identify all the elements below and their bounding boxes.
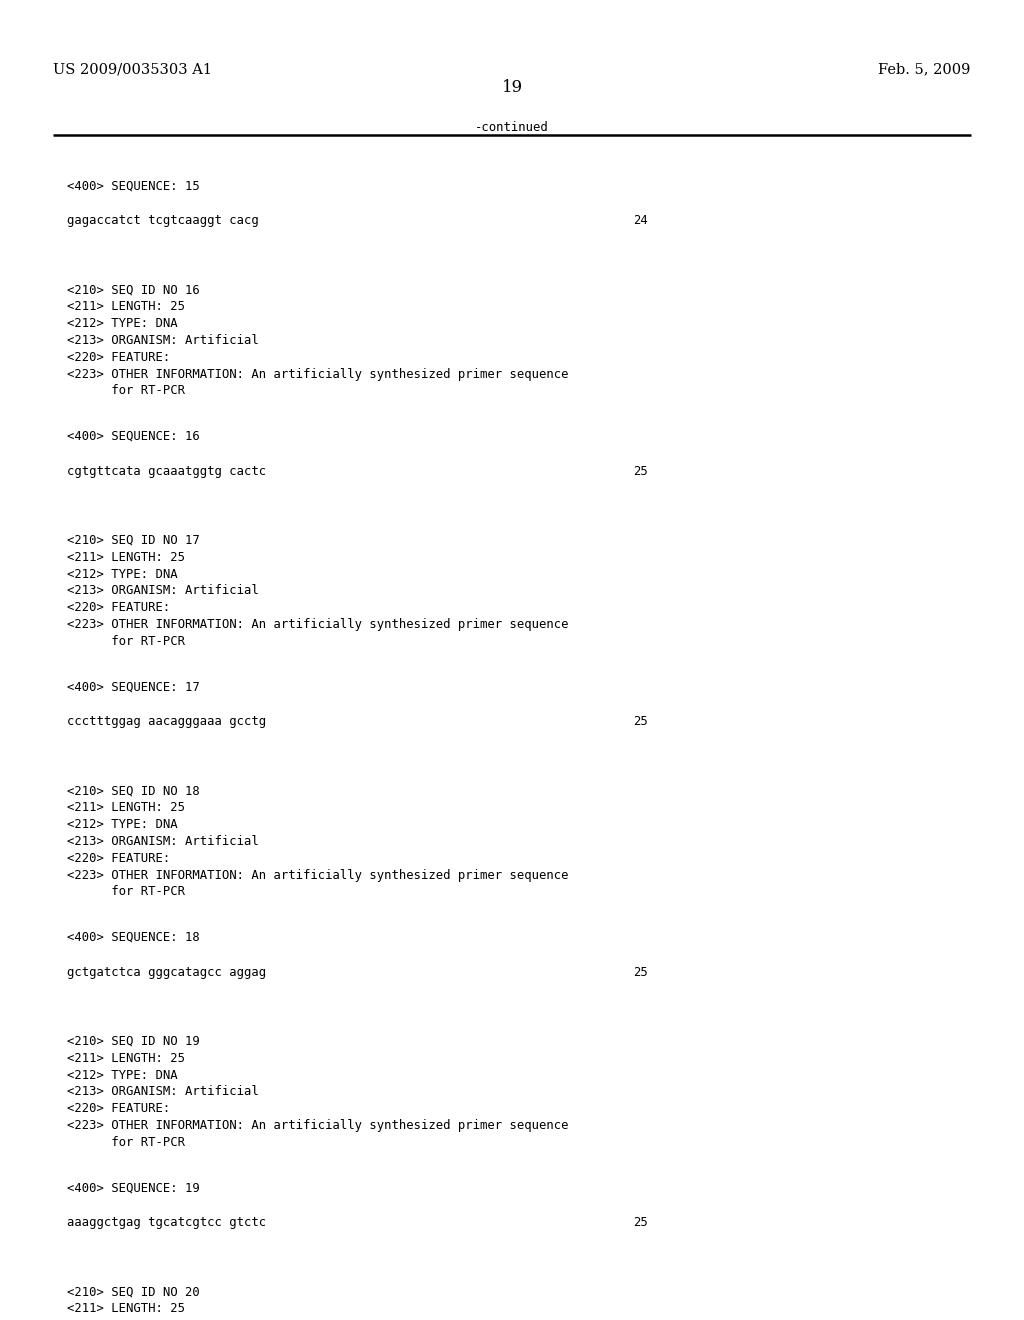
Text: 19: 19 — [502, 79, 522, 96]
Text: <210> SEQ ID NO 18: <210> SEQ ID NO 18 — [67, 784, 200, 797]
Text: for RT-PCR: for RT-PCR — [67, 886, 184, 899]
Text: <210> SEQ ID NO 16: <210> SEQ ID NO 16 — [67, 284, 200, 297]
Text: <223> OTHER INFORMATION: An artificially synthesized primer sequence: <223> OTHER INFORMATION: An artificially… — [67, 368, 568, 380]
Text: <210> SEQ ID NO 20: <210> SEQ ID NO 20 — [67, 1286, 200, 1299]
Text: 25: 25 — [633, 715, 647, 729]
Text: <223> OTHER INFORMATION: An artificially synthesized primer sequence: <223> OTHER INFORMATION: An artificially… — [67, 1119, 568, 1133]
Text: <220> FEATURE:: <220> FEATURE: — [67, 1102, 170, 1115]
Text: <212> TYPE: DNA: <212> TYPE: DNA — [67, 568, 177, 581]
Text: <212> TYPE: DNA: <212> TYPE: DNA — [67, 818, 177, 832]
Text: gctgatctca gggcatagcc aggag: gctgatctca gggcatagcc aggag — [67, 966, 265, 978]
Text: for RT-PCR: for RT-PCR — [67, 635, 184, 648]
Text: <213> ORGANISM: Artificial: <213> ORGANISM: Artificial — [67, 1085, 258, 1098]
Text: cgtgttcata gcaaatggtg cactc: cgtgttcata gcaaatggtg cactc — [67, 465, 265, 478]
Text: <400> SEQUENCE: 17: <400> SEQUENCE: 17 — [67, 681, 200, 693]
Text: <210> SEQ ID NO 19: <210> SEQ ID NO 19 — [67, 1035, 200, 1048]
Text: gagaccatct tcgtcaaggt cacg: gagaccatct tcgtcaaggt cacg — [67, 214, 258, 227]
Text: <212> TYPE: DNA: <212> TYPE: DNA — [67, 1069, 177, 1081]
Text: -continued: -continued — [475, 121, 549, 135]
Text: <223> OTHER INFORMATION: An artificially synthesized primer sequence: <223> OTHER INFORMATION: An artificially… — [67, 618, 568, 631]
Text: <211> LENGTH: 25: <211> LENGTH: 25 — [67, 1303, 184, 1315]
Text: <212> TYPE: DNA: <212> TYPE: DNA — [67, 317, 177, 330]
Text: for RT-PCR: for RT-PCR — [67, 1137, 184, 1148]
Text: <210> SEQ ID NO 17: <210> SEQ ID NO 17 — [67, 535, 200, 546]
Text: <213> ORGANISM: Artificial: <213> ORGANISM: Artificial — [67, 334, 258, 347]
Text: <213> ORGANISM: Artificial: <213> ORGANISM: Artificial — [67, 836, 258, 847]
Text: <211> LENGTH: 25: <211> LENGTH: 25 — [67, 1052, 184, 1065]
Text: <211> LENGTH: 25: <211> LENGTH: 25 — [67, 301, 184, 313]
Text: Feb. 5, 2009: Feb. 5, 2009 — [879, 62, 971, 77]
Text: <400> SEQUENCE: 15: <400> SEQUENCE: 15 — [67, 180, 200, 193]
Text: aaaggctgag tgcatcgtcc gtctc: aaaggctgag tgcatcgtcc gtctc — [67, 1216, 265, 1229]
Text: <220> FEATURE:: <220> FEATURE: — [67, 351, 170, 364]
Text: 24: 24 — [633, 214, 647, 227]
Text: <223> OTHER INFORMATION: An artificially synthesized primer sequence: <223> OTHER INFORMATION: An artificially… — [67, 869, 568, 882]
Text: <211> LENGTH: 25: <211> LENGTH: 25 — [67, 550, 184, 564]
Text: ccctttggag aacagggaaa gcctg: ccctttggag aacagggaaa gcctg — [67, 715, 265, 729]
Text: <400> SEQUENCE: 16: <400> SEQUENCE: 16 — [67, 430, 200, 444]
Text: 25: 25 — [633, 465, 647, 478]
Text: 25: 25 — [633, 966, 647, 978]
Text: <211> LENGTH: 25: <211> LENGTH: 25 — [67, 801, 184, 814]
Text: <220> FEATURE:: <220> FEATURE: — [67, 851, 170, 865]
Text: <400> SEQUENCE: 19: <400> SEQUENCE: 19 — [67, 1181, 200, 1195]
Text: for RT-PCR: for RT-PCR — [67, 384, 184, 397]
Text: <400> SEQUENCE: 18: <400> SEQUENCE: 18 — [67, 931, 200, 944]
Text: <213> ORGANISM: Artificial: <213> ORGANISM: Artificial — [67, 585, 258, 598]
Text: <220> FEATURE:: <220> FEATURE: — [67, 602, 170, 614]
Text: 25: 25 — [633, 1216, 647, 1229]
Text: US 2009/0035303 A1: US 2009/0035303 A1 — [53, 62, 212, 77]
